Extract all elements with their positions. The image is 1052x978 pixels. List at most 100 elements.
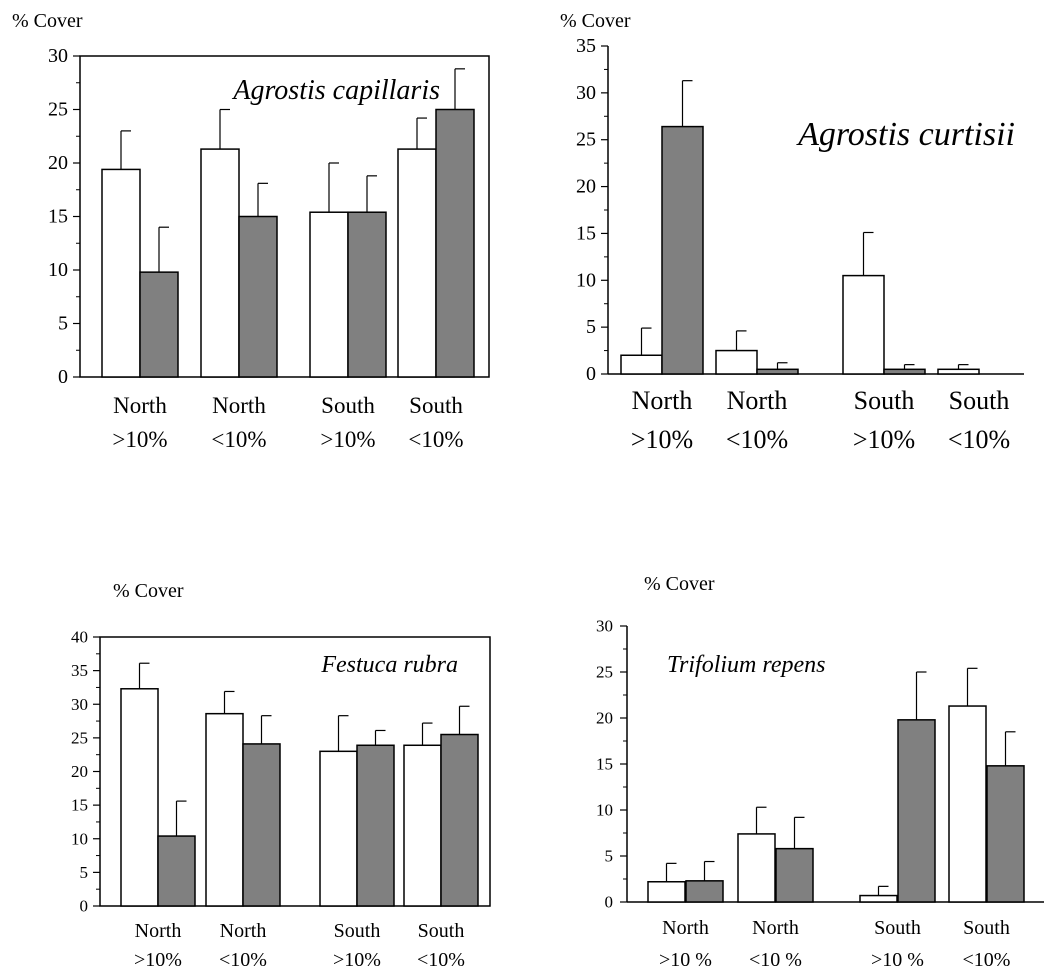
bar-shaded bbox=[685, 880, 724, 903]
chart-panel: 0 5 10 15 20 25 30 35 % Cover Agrostis curtisii No… bbox=[560, 10, 1024, 454]
y-tick-label: 20 bbox=[48, 152, 68, 174]
chart-title: Agrostis curtisii bbox=[796, 116, 1015, 153]
x-category-label: North bbox=[135, 920, 182, 942]
x-category-label: South bbox=[949, 386, 1010, 415]
y-tick-label: 15 bbox=[576, 222, 596, 244]
y-tick-label: 5 bbox=[586, 316, 596, 338]
x-category-label: North bbox=[752, 917, 799, 939]
bar-open bbox=[715, 349, 758, 375]
y-axis-label: % Cover bbox=[644, 573, 715, 595]
y-tick-label: 40 bbox=[71, 628, 88, 647]
chart-title: Festuca rubra bbox=[320, 652, 458, 678]
bar-open bbox=[205, 712, 244, 907]
x-category-label: South bbox=[334, 920, 381, 942]
y-tick-label: 30 bbox=[596, 617, 613, 636]
y-tick-label: 25 bbox=[48, 99, 68, 121]
bar-shaded bbox=[435, 108, 475, 378]
x-category-label: North bbox=[220, 920, 267, 942]
y-tick-label: 15 bbox=[48, 206, 68, 228]
x-category-label: South bbox=[409, 393, 463, 418]
bar-open bbox=[319, 750, 358, 907]
y-tick-label: 20 bbox=[71, 762, 88, 781]
y-tick-label: 10 bbox=[596, 801, 613, 820]
y-tick-label: 10 bbox=[48, 259, 68, 281]
x-category-label: South bbox=[874, 917, 921, 939]
x-category-sublabel: <10% bbox=[948, 425, 1010, 454]
y-tick-label: 35 bbox=[576, 35, 596, 57]
y-tick-label: 20 bbox=[576, 176, 596, 198]
chart-title: Agrostis capillaris bbox=[231, 75, 440, 106]
y-tick-label: 5 bbox=[605, 847, 614, 866]
bar-open bbox=[647, 881, 686, 903]
x-category-sublabel: >10 % bbox=[659, 949, 712, 971]
x-category-label: North bbox=[662, 917, 709, 939]
bar-shaded bbox=[356, 744, 395, 907]
x-category-sublabel: >10% bbox=[320, 427, 375, 452]
x-category-label: South bbox=[963, 917, 1010, 939]
x-category-sublabel: >10% bbox=[134, 949, 182, 971]
x-category-sublabel: <10% bbox=[211, 427, 266, 452]
x-category-sublabel: >10 % bbox=[871, 949, 924, 971]
bar-open bbox=[101, 168, 141, 378]
y-axis-label: % Cover bbox=[12, 10, 83, 32]
y-tick-label: 10 bbox=[71, 829, 88, 848]
bar-shaded bbox=[347, 211, 387, 378]
bar-shaded bbox=[661, 125, 704, 375]
x-category-label: South bbox=[321, 393, 375, 418]
bar-shaded bbox=[139, 271, 179, 378]
x-category-sublabel: >10% bbox=[853, 425, 915, 454]
x-category-sublabel: <10% bbox=[219, 949, 267, 971]
bar-open bbox=[309, 211, 349, 378]
y-tick-label: 10 bbox=[576, 269, 596, 291]
bar-shaded bbox=[897, 719, 936, 903]
x-category-label: North bbox=[113, 393, 167, 418]
bar-shaded bbox=[440, 733, 479, 907]
y-tick-label: 35 bbox=[71, 661, 88, 680]
bar-open bbox=[737, 833, 776, 903]
bar-open bbox=[620, 354, 663, 375]
chart-title: Trifolium repens bbox=[667, 652, 825, 678]
y-tick-label: 0 bbox=[80, 897, 89, 916]
y-tick-label: 25 bbox=[596, 663, 613, 682]
bar-shaded bbox=[157, 835, 196, 907]
bar-open bbox=[403, 744, 442, 907]
bar-open bbox=[948, 705, 987, 903]
bar-shaded bbox=[238, 215, 278, 378]
y-tick-label: 20 bbox=[596, 709, 613, 728]
y-tick-label: 25 bbox=[576, 129, 596, 151]
chart-panel: 0 5 10 15 20 25 30 35 40 % Cover Festuca rubra Nort… bbox=[71, 580, 491, 971]
x-category-sublabel: <10% bbox=[963, 949, 1011, 971]
x-category-sublabel: <10% bbox=[417, 949, 465, 971]
x-category-label: North bbox=[212, 393, 266, 418]
x-category-sublabel: <10 % bbox=[749, 949, 802, 971]
y-tick-label: 5 bbox=[80, 863, 89, 882]
bar-open bbox=[120, 688, 159, 907]
y-tick-label: 0 bbox=[605, 893, 614, 912]
bar-open bbox=[859, 894, 898, 903]
y-tick-label: 30 bbox=[71, 695, 88, 714]
y-tick-label: 30 bbox=[576, 82, 596, 104]
x-category-sublabel: >10% bbox=[631, 425, 693, 454]
bar-shaded bbox=[756, 368, 799, 375]
x-category-sublabel: <10% bbox=[726, 425, 788, 454]
x-category-sublabel: >10% bbox=[112, 427, 167, 452]
bar-open bbox=[200, 148, 240, 378]
x-category-label: South bbox=[854, 386, 915, 415]
bar-shaded bbox=[883, 368, 926, 375]
bar-open bbox=[397, 148, 437, 378]
y-axis-label: % Cover bbox=[113, 580, 184, 602]
y-tick-label: 15 bbox=[71, 796, 88, 815]
x-category-sublabel: >10% bbox=[333, 949, 381, 971]
y-tick-label: 25 bbox=[71, 728, 88, 747]
y-tick-label: 15 bbox=[596, 755, 613, 774]
x-category-label: North bbox=[727, 386, 788, 415]
x-category-label: North bbox=[632, 386, 693, 415]
y-tick-label: 0 bbox=[586, 363, 596, 385]
bar-shaded bbox=[242, 743, 281, 907]
chart-panel: 0 5 10 15 20 25 30 % Cover Agrostis capillaris No… bbox=[12, 10, 490, 452]
y-tick-label: 0 bbox=[58, 366, 68, 388]
x-category-sublabel: <10% bbox=[408, 427, 463, 452]
bar-shaded bbox=[986, 765, 1025, 903]
chart-panel: 0 5 10 15 20 25 30 % Cover Trifolium repens North… bbox=[596, 573, 1044, 971]
